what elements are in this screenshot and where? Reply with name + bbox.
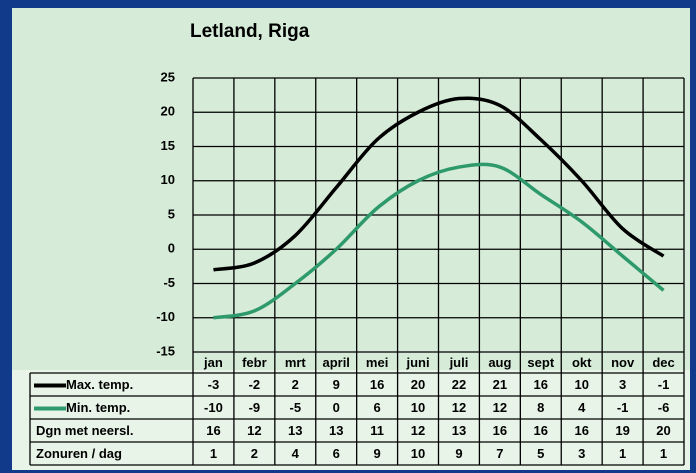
- table-cell: -1: [658, 377, 670, 392]
- table-cell: 13: [452, 423, 466, 438]
- table-cell: 20: [656, 423, 670, 438]
- table-cell: 19: [615, 423, 629, 438]
- y-tick-label: 5: [168, 206, 175, 221]
- table-cell: 1: [660, 446, 667, 461]
- table-cell: 1: [210, 446, 217, 461]
- y-tick-label: -15: [156, 343, 175, 358]
- table-cell: -9: [249, 400, 261, 415]
- table-cell: 10: [411, 446, 425, 461]
- y-tick-label: 0: [168, 241, 175, 256]
- table-cell: 16: [574, 423, 588, 438]
- table-cell: -3: [208, 377, 220, 392]
- x-tick-label: jan: [203, 355, 223, 370]
- y-tick-label: -10: [156, 309, 175, 324]
- chart: Letland, Riga -15-10-50510152025janfebrm…: [0, 0, 696, 473]
- x-tick-label: febr: [242, 355, 267, 370]
- y-tick-label: 10: [161, 172, 175, 187]
- page: Letland, Riga -15-10-50510152025janfebrm…: [0, 0, 696, 473]
- chart-title: Letland, Riga: [190, 21, 310, 42]
- table-cell: 4: [292, 446, 300, 461]
- table-cell: 6: [374, 400, 381, 415]
- table-cell: -5: [290, 400, 302, 415]
- table-cell: 3: [578, 446, 585, 461]
- table-cell: 2: [251, 446, 258, 461]
- table-cell: 11: [370, 423, 384, 438]
- table-cell: 0: [333, 400, 340, 415]
- table-cell: 2: [292, 377, 299, 392]
- table-cell: 20: [411, 377, 425, 392]
- table-cell: 8: [537, 400, 544, 415]
- table-cell: 1: [619, 446, 626, 461]
- y-tick-label: 20: [161, 104, 175, 119]
- table-cell: 16: [534, 377, 548, 392]
- table-cell: 21: [493, 377, 507, 392]
- x-tick-label: juni: [405, 355, 429, 370]
- table-cell: 13: [329, 423, 343, 438]
- table-cell: -1: [617, 400, 629, 415]
- table-cell: 9: [374, 446, 381, 461]
- y-tick-label: 25: [161, 69, 175, 84]
- table-cell: 4: [578, 400, 586, 415]
- table-cell: 9: [333, 377, 340, 392]
- table-cell: 16: [370, 377, 384, 392]
- x-tick-label: aug: [488, 355, 511, 370]
- x-tick-label: okt: [572, 355, 592, 370]
- row-label: Dgn met neersl.: [36, 423, 134, 438]
- table-cell: 7: [496, 446, 503, 461]
- table-cell: 5: [537, 446, 544, 461]
- table-cell: 3: [619, 377, 626, 392]
- y-tick-label: -5: [163, 275, 175, 290]
- y-tick-label: 15: [161, 138, 175, 153]
- table-cell: 12: [247, 423, 261, 438]
- table-cell: 16: [206, 423, 220, 438]
- table-cell: -6: [658, 400, 670, 415]
- table-cell: 6: [333, 446, 340, 461]
- table-cell: 12: [411, 423, 425, 438]
- legend-label: Max. temp.: [66, 377, 133, 392]
- table-cell: 12: [452, 400, 466, 415]
- x-tick-label: april: [322, 355, 349, 370]
- table-cell: 22: [452, 377, 466, 392]
- legend-label: Min. temp.: [66, 400, 130, 415]
- table-cell: 12: [493, 400, 507, 415]
- table-cell: 9: [455, 446, 462, 461]
- x-tick-label: juli: [449, 355, 469, 370]
- x-tick-label: sept: [527, 355, 554, 370]
- row-label: Zonuren / dag: [36, 446, 122, 461]
- table-cell: 16: [493, 423, 507, 438]
- table-cell: -10: [204, 400, 223, 415]
- table-cell: 10: [411, 400, 425, 415]
- table-cell: 13: [288, 423, 302, 438]
- x-tick-label: nov: [611, 355, 635, 370]
- x-tick-label: mrt: [285, 355, 307, 370]
- table-cell: -2: [249, 377, 261, 392]
- table-cell: 16: [534, 423, 548, 438]
- x-tick-label: mei: [366, 355, 388, 370]
- x-tick-label: dec: [652, 355, 674, 370]
- table-cell: 10: [574, 377, 588, 392]
